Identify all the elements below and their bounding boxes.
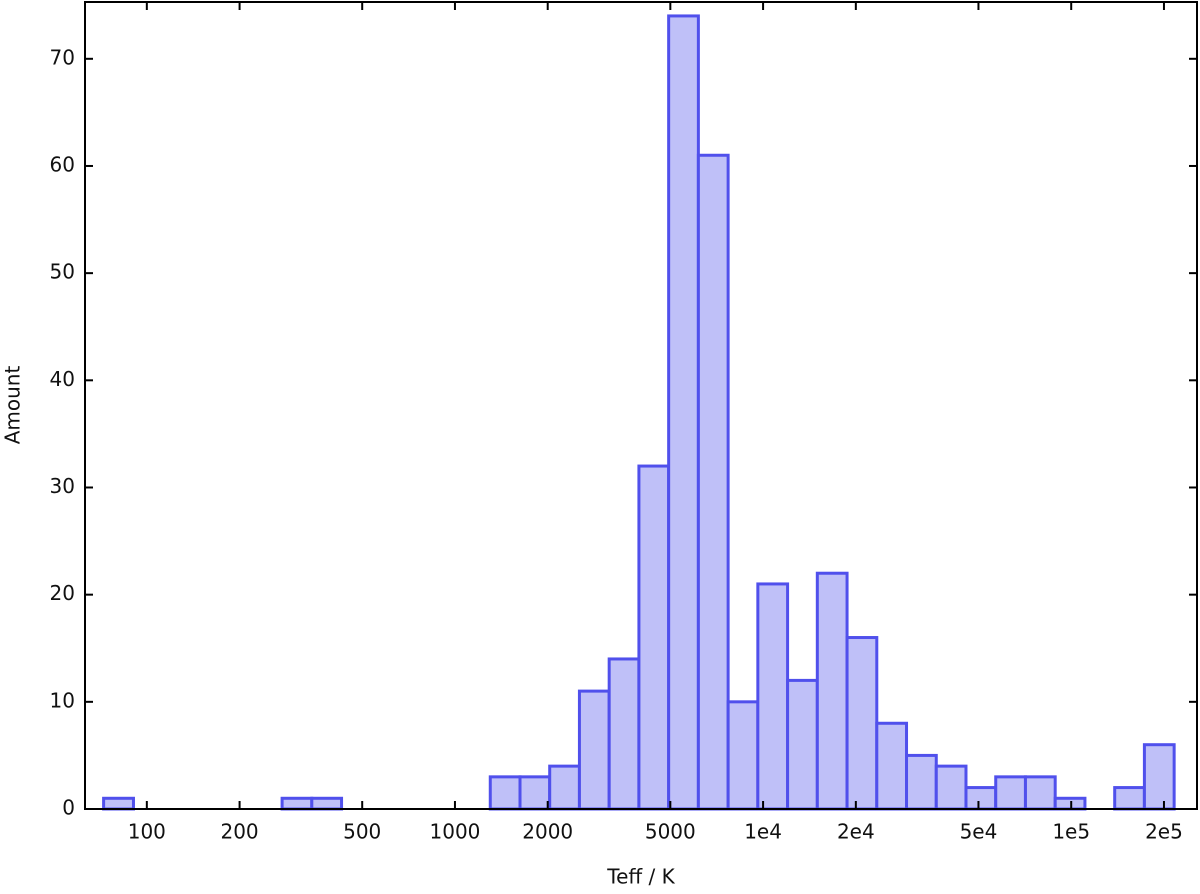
bar	[548, 764, 581, 811]
y-tick-label: 20	[50, 581, 75, 605]
bar	[577, 689, 611, 811]
x-tick-label: 2e4	[837, 820, 875, 844]
bar	[1053, 796, 1087, 811]
y-tick-label: 10	[50, 688, 75, 712]
bar	[102, 796, 135, 811]
bar	[1113, 786, 1146, 811]
bar	[667, 14, 700, 811]
x-tick-label: 100	[128, 820, 166, 844]
bar	[815, 571, 849, 811]
x-tick-label: 1e5	[1052, 820, 1090, 844]
x-tick-label: 1e4	[744, 820, 782, 844]
bar	[845, 636, 879, 811]
y-tick-label: 50	[50, 260, 75, 284]
bar	[280, 796, 314, 811]
bar	[726, 700, 760, 811]
bar	[518, 775, 552, 811]
bar	[964, 786, 998, 811]
y-tick-label: 60	[50, 152, 75, 176]
bar	[756, 582, 790, 811]
bar	[875, 721, 909, 811]
y-tick-label: 70	[50, 45, 75, 69]
y-tick-label: 30	[50, 474, 75, 498]
x-axis-label: Teff / K	[606, 865, 675, 889]
bar	[934, 764, 968, 811]
bar	[310, 796, 344, 811]
x-tick-label: 1000	[430, 820, 481, 844]
y-tick-label: 0	[62, 796, 75, 820]
bar	[488, 775, 522, 811]
bar	[905, 753, 938, 811]
plot-frame	[84, 1, 1198, 810]
bar	[1142, 743, 1176, 811]
bar	[1023, 775, 1057, 811]
x-tick-label: 200	[220, 820, 258, 844]
x-tick-label: 500	[343, 820, 381, 844]
bar	[637, 464, 671, 811]
bar	[994, 775, 1027, 811]
x-tick-label: 2e5	[1145, 820, 1183, 844]
bar	[607, 657, 641, 811]
x-tick-label: 2000	[522, 820, 573, 844]
x-tick-label: 5e4	[960, 820, 998, 844]
bar	[696, 153, 730, 811]
y-tick-label: 40	[50, 367, 75, 391]
y-axis-label: Amount	[1, 366, 25, 445]
bar	[786, 678, 819, 811]
x-tick-label: 5000	[645, 820, 696, 844]
